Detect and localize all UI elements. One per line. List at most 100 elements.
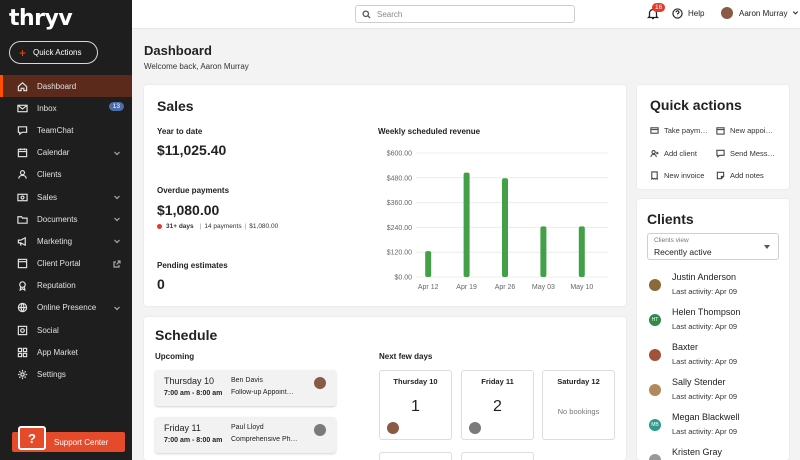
- y-tick-label: $360.00: [387, 200, 412, 207]
- support-center-button[interactable]: ? Support Center: [12, 426, 125, 452]
- mail-icon: [16, 102, 28, 114]
- add-client-action[interactable]: Add client: [650, 149, 697, 158]
- client-row[interactable]: Baxter Last activity: Apr 09: [649, 340, 785, 370]
- bar: [425, 251, 432, 277]
- day-card[interactable]: Friday 11 2: [461, 370, 534, 440]
- chevron-down-icon: [113, 237, 121, 245]
- sidebar-item-label: Dashboard: [37, 81, 77, 91]
- y-tick-label: $480.00: [387, 175, 412, 182]
- external-link-icon: [113, 259, 121, 268]
- clients-view-select[interactable]: Clients view Recently active: [647, 233, 779, 260]
- sidebar-item-calendar[interactable]: Calendar: [0, 142, 132, 164]
- sidebar-item-label: Settings: [37, 370, 66, 380]
- sidebar-item-dashboard[interactable]: Dashboard: [0, 75, 132, 98]
- day-label: Thursday 10: [393, 377, 438, 386]
- search-input[interactable]: Search: [355, 5, 575, 23]
- client-row[interactable]: MB Megan Blackwell Last activity: Apr 09: [649, 410, 785, 440]
- ytd-value: $11,025.40: [157, 142, 227, 158]
- sidebar-item-label: Social: [37, 325, 59, 335]
- client-name: Helen Thompson: [672, 307, 741, 317]
- chevron-down-icon: [113, 215, 121, 223]
- sales-card: Sales Year to date $11,025.40 Overdue pa…: [144, 85, 626, 306]
- top-bar: Search 16 Help Aaron Murray: [132, 0, 800, 29]
- sidebar-item-label: Clients: [37, 170, 62, 180]
- sidebar-item-teamchat[interactable]: TeamChat: [0, 119, 132, 141]
- revenue-chart: $0.00 $120.00 $240.00 $360.00 $480.00 $600.00…: [387, 151, 608, 291]
- add-notes-action[interactable]: Add notes: [716, 171, 764, 180]
- quick-actions-button[interactable]: + Quick Actions: [9, 41, 98, 64]
- day-card[interactable]: Saturday 12 No bookings: [542, 370, 615, 440]
- action-label: Add client: [664, 149, 697, 158]
- appointment-card[interactable]: Friday 11 7:00 am - 8:00 am Paul Lloyd C…: [155, 417, 336, 453]
- x-tick-label: May 10: [570, 284, 593, 291]
- portal-icon: [16, 258, 28, 270]
- sidebar-item-inbox[interactable]: Inbox 13: [0, 97, 132, 119]
- client-name: Kristen Gray: [672, 447, 723, 457]
- chat-icon: [16, 124, 28, 136]
- day-card[interactable]: [461, 452, 534, 460]
- user-menu[interactable]: Aaron Murray: [721, 7, 799, 19]
- client-activity: Last activity: Apr 09: [672, 287, 738, 296]
- overdue-count: 14 payments: [204, 223, 242, 230]
- avatar: [649, 384, 661, 396]
- sidebar-item-settings[interactable]: Settings: [0, 363, 132, 385]
- overdue-meta[interactable]: 31+ days | 14 payments | $1,080.00: [157, 223, 278, 230]
- quick-actions-card: Quick actions Take paym… New appoi… Add …: [637, 85, 789, 189]
- sidebar-item-documents[interactable]: Documents: [0, 208, 132, 230]
- sidebar-item-social[interactable]: Social: [0, 319, 132, 341]
- page-subtitle: Welcome back, Aaron Murray: [144, 62, 249, 71]
- thryv-logo[interactable]: thryv: [9, 6, 73, 31]
- sidebar-item-label: Client Portal: [37, 259, 81, 269]
- client-row[interactable]: Sally Stender Last activity: Apr 09: [649, 375, 785, 405]
- sidebar-item-online-presence[interactable]: Online Presence: [0, 297, 132, 319]
- bar: [463, 172, 470, 277]
- sidebar-nav: Dashboard Inbox 13 TeamChat Calendar Cli…: [0, 75, 132, 386]
- note-icon: [716, 171, 725, 180]
- action-label: New invoice: [664, 171, 705, 180]
- new-appointment-action[interactable]: New appoi…: [716, 126, 773, 135]
- send-message-action[interactable]: Send Mess…: [716, 149, 775, 158]
- sidebar-item-reputation[interactable]: Reputation: [0, 275, 132, 297]
- client-row[interactable]: Justin Anderson Last activity: Apr 09: [649, 270, 785, 300]
- sidebar-item-label: TeamChat: [37, 125, 74, 135]
- new-invoice-action[interactable]: New invoice: [650, 171, 704, 180]
- sidebar-item-client-portal[interactable]: Client Portal: [0, 253, 132, 275]
- action-label: Take paym…: [664, 126, 708, 135]
- person-add-icon: [650, 149, 659, 158]
- sidebar-item-app-market[interactable]: App Market: [0, 341, 132, 363]
- client-activity: Last activity: Apr 09: [672, 392, 738, 401]
- client-row[interactable]: Kristen Gray: [649, 445, 785, 460]
- invoice-icon: [651, 171, 658, 180]
- next-days-label: Next few days: [379, 352, 433, 361]
- help-button[interactable]: Help: [672, 8, 704, 19]
- appointment-card[interactable]: Thursday 10 7:00 am - 8:00 am Ben Davis …: [155, 370, 336, 406]
- day-count: 2: [493, 398, 502, 415]
- day-card[interactable]: [379, 452, 452, 460]
- inbox-badge: 13: [108, 102, 124, 112]
- take-payment-action[interactable]: Take paym…: [650, 126, 708, 135]
- day-card[interactable]: Thursday 10 1: [379, 370, 452, 440]
- divider: |: [199, 223, 202, 230]
- y-tick-label: $0.00: [394, 275, 412, 282]
- appointment-service: Follow-up Appoint…: [231, 389, 294, 396]
- sidebar-item-sales[interactable]: Sales: [0, 186, 132, 208]
- sidebar-item-label: Reputation: [37, 281, 76, 291]
- sidebar-item-marketing[interactable]: Marketing: [0, 230, 132, 252]
- question-icon: ?: [18, 426, 46, 450]
- sidebar-item-clients[interactable]: Clients: [0, 164, 132, 186]
- quick-actions-title: Quick actions: [650, 97, 742, 113]
- client-activity: Last activity: Apr 09: [672, 322, 738, 331]
- chevron-down-icon: [113, 193, 121, 201]
- status-dot: [157, 224, 162, 229]
- overdue-value: $1,080.00: [157, 202, 220, 218]
- pending-label: Pending estimates: [157, 261, 228, 270]
- appointment-client: Ben Davis: [231, 377, 263, 384]
- appointment-date: Friday 11: [164, 423, 201, 433]
- sidebar: thryv + Quick Actions Dashboard Inbox 13…: [0, 0, 132, 460]
- day-count: 1: [411, 398, 420, 415]
- chart-title: Weekly scheduled revenue: [378, 127, 481, 136]
- x-tick-label: Apr 19: [456, 284, 477, 291]
- client-row[interactable]: HT Helen Thompson Last activity: Apr 09: [649, 305, 785, 335]
- search-placeholder: Search: [377, 9, 403, 19]
- support-center-label: Support Center: [54, 437, 109, 447]
